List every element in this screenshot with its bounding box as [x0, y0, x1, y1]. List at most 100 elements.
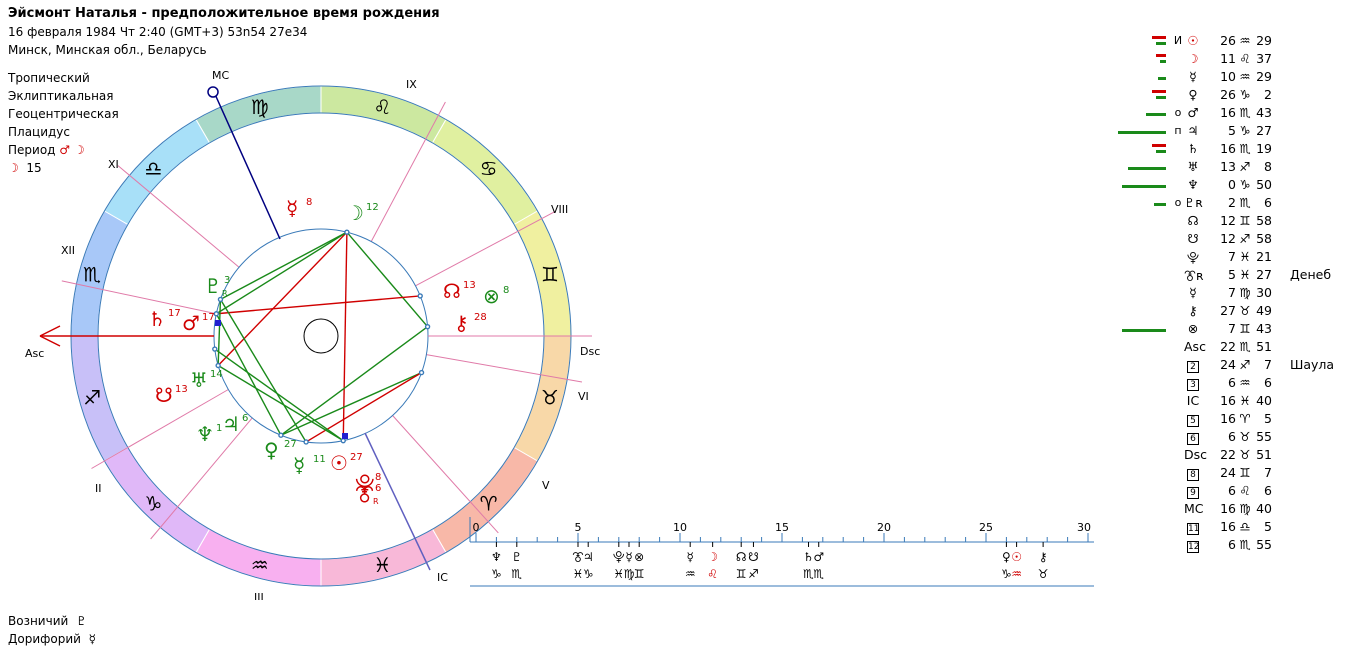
aspect-line	[217, 231, 348, 366]
planet-list-row[interactable]: 12 6 ♏ 55	[1110, 537, 1366, 555]
planet-list-row[interactable]: п ♃ 5 ♑ 27	[1110, 123, 1366, 141]
chart-datetime: 16 февраля 1984 Чт 2:40 (GMT+3) 53n54 27…	[8, 25, 308, 39]
planet-degree: 28	[474, 312, 487, 323]
planet-glyph[interactable]: ⊗ 8	[483, 284, 509, 308]
sign-icon: ♒	[1239, 375, 1251, 390]
planet-list-row[interactable]: 6 6 ♉ 55	[1110, 429, 1366, 447]
planet-list-row[interactable]: MC 16 ♍ 40	[1110, 501, 1366, 519]
planet-glyph[interactable]: ☽ 12	[346, 201, 379, 225]
planet-glyph[interactable]: ☉ 27	[330, 451, 363, 475]
ruler-sign-icon: ♏	[813, 567, 824, 581]
planet-list-row[interactable]: 3 6 ♒ 6	[1110, 375, 1366, 393]
planet-glyph[interactable]: ♇ 3 R	[204, 274, 230, 298]
planet-list-row[interactable]: ⯔ʀ 5 ♓ 27 Денеб	[1110, 267, 1366, 285]
chart-place: Минск, Минская обл., Беларусь	[8, 43, 207, 57]
planet-glyph[interactable]: ⚷ 28	[454, 311, 487, 335]
zodiac-sign-icon: ♐	[83, 385, 101, 409]
sign-icon: ♏	[1239, 141, 1251, 156]
planet-list-row[interactable]: И ☉ 26 ♒ 29	[1110, 33, 1366, 51]
planet-icon: ☿	[286, 196, 298, 220]
planet-list-row[interactable]: Asc 22 ♏ 51	[1110, 339, 1366, 357]
period-symbols: ♂ ☽	[59, 143, 85, 157]
sign-icon: ♑	[1239, 123, 1251, 138]
ruler-planet-icon: ☽	[707, 550, 718, 564]
dignity-mark: о	[1174, 106, 1182, 119]
planet-list-row[interactable]: ♀ 26 ♑ 2	[1110, 87, 1366, 105]
planet-glyph[interactable]: ⯓ 8	[355, 471, 381, 495]
planet-glyph[interactable]: ♂ 17	[182, 311, 215, 335]
planet-list-row[interactable]: ⚷ 27 ♉ 49	[1110, 303, 1366, 321]
zodiac-sign-icon: ♒	[251, 553, 269, 577]
planet-degree: 12	[366, 202, 379, 213]
minute-value: 40	[1256, 501, 1272, 516]
sign-icon: ♉	[1239, 303, 1251, 318]
degree-value: 6	[1228, 429, 1236, 444]
minute-value: 5	[1264, 411, 1272, 426]
sign-icon: ♉	[1239, 429, 1251, 444]
planet-list-row[interactable]: ♅ 13 ♐ 8	[1110, 159, 1366, 177]
zodiac-sign-icon: ♍	[251, 95, 269, 119]
sign-icon: ♐	[1239, 159, 1251, 174]
planet-glyph[interactable]: ♅ 14	[190, 368, 223, 392]
planet-icon: ♂	[182, 311, 200, 335]
degree-ruler: 0 5 10 15 20 25 30 ♆♑♇♏⯔♓♃♑⯓♓☿♍⊗♊☿♒☽♌☊♊☋♐♄♏♂♏♀…	[469, 517, 1094, 587]
aspect-line	[219, 299, 307, 443]
minute-value: 27	[1256, 267, 1272, 282]
angle-label: IC	[437, 571, 448, 584]
strength-bar-red	[1152, 90, 1166, 93]
planet-list-row[interactable]: ⊗ 7 ♊ 43	[1110, 321, 1366, 339]
planet-glyph[interactable]: ♃ 6	[222, 412, 248, 436]
planet-symbol-icon: ♆	[1187, 177, 1199, 192]
planet-glyph[interactable]: ♄ 17	[148, 307, 181, 331]
planet-symbol-icon: 2	[1184, 357, 1202, 373]
sign-icon: ♏	[1239, 537, 1251, 552]
degree-value: 12	[1220, 213, 1236, 228]
planet-list-row[interactable]: ☊ 12 ♊ 58	[1110, 213, 1366, 231]
planet-degree: 3	[224, 275, 230, 286]
planet-list-row[interactable]: 5 16 ♈ 5	[1110, 411, 1366, 429]
planet-list-row[interactable]: 2 24 ♐ 7 Шаула	[1110, 357, 1366, 375]
planet-glyph[interactable]: ⯔ 6 R	[355, 482, 381, 506]
sign-icon: ♏	[1239, 339, 1251, 354]
planet-degree: 27	[284, 439, 297, 450]
planet-list-row[interactable]: о ♇ʀ 2 ♏ 6	[1110, 195, 1366, 213]
planet-list-row[interactable]: ⯓ 7 ♓ 21	[1110, 249, 1366, 267]
planet-glyph[interactable]: ♀ 27	[264, 438, 297, 462]
planet-degree: 13	[175, 384, 188, 395]
planet-glyph[interactable]: ☿ 11	[293, 453, 326, 477]
planet-list-row[interactable]: ☋ 12 ♐ 58	[1110, 231, 1366, 249]
planet-symbol-icon: ☉	[1187, 33, 1199, 48]
ruler-tick-label: 20	[877, 521, 891, 534]
ruler-planet-icon: ⊗	[634, 550, 644, 564]
planet-glyph[interactable]: ♆ 1	[196, 422, 222, 446]
strength-bar-green	[1122, 329, 1166, 332]
sign-icon: ♒	[1239, 33, 1251, 48]
planet-list-row[interactable]: IC 16 ♓ 40	[1110, 393, 1366, 411]
minute-value: 7	[1264, 357, 1272, 372]
ruler-sign-icon: ♐	[748, 567, 759, 581]
ruler-planet-icon: ♂	[813, 550, 824, 564]
planet-list-row[interactable]: о ♂ 16 ♏ 43	[1110, 105, 1366, 123]
planet-glyph[interactable]: ☋ 13	[155, 383, 188, 407]
degree-value: 12	[1220, 231, 1236, 246]
planet-symbol-icon: ♀	[1188, 87, 1198, 102]
ruler-planet-icon: ☿	[625, 550, 632, 564]
aspect-point	[215, 362, 221, 369]
planet-list-row[interactable]: 8 24 ♊ 7	[1110, 465, 1366, 483]
planet-list-row[interactable]: ☽ 11 ♌ 37	[1110, 51, 1366, 69]
planet-list-row[interactable]: ☿ 7 ♍ 30	[1110, 285, 1366, 303]
planet-glyph[interactable]: ☊ 13	[443, 279, 476, 303]
sign-icon: ♐	[1239, 357, 1251, 372]
planet-glyph[interactable]: ☿ 8	[286, 196, 312, 220]
planet-list-row[interactable]: 11 16 ♎ 5	[1110, 519, 1366, 537]
planet-list-row[interactable]: ♆ 0 ♑ 50	[1110, 177, 1366, 195]
planet-symbol-icon: ⯔ʀ	[1184, 268, 1204, 283]
planet-list-row[interactable]: Dsc 22 ♉ 51	[1110, 447, 1366, 465]
planet-degree: 6	[375, 483, 381, 494]
house-cusp-line	[117, 165, 240, 268]
ruler-sign-icon: ♊	[634, 567, 645, 581]
planet-list-row[interactable]: 9 6 ♌ 6	[1110, 483, 1366, 501]
planet-list-row[interactable]: ♄ 16 ♏ 19	[1110, 141, 1366, 159]
planet-list-row[interactable]: ☿ 10 ♒ 29	[1110, 69, 1366, 87]
